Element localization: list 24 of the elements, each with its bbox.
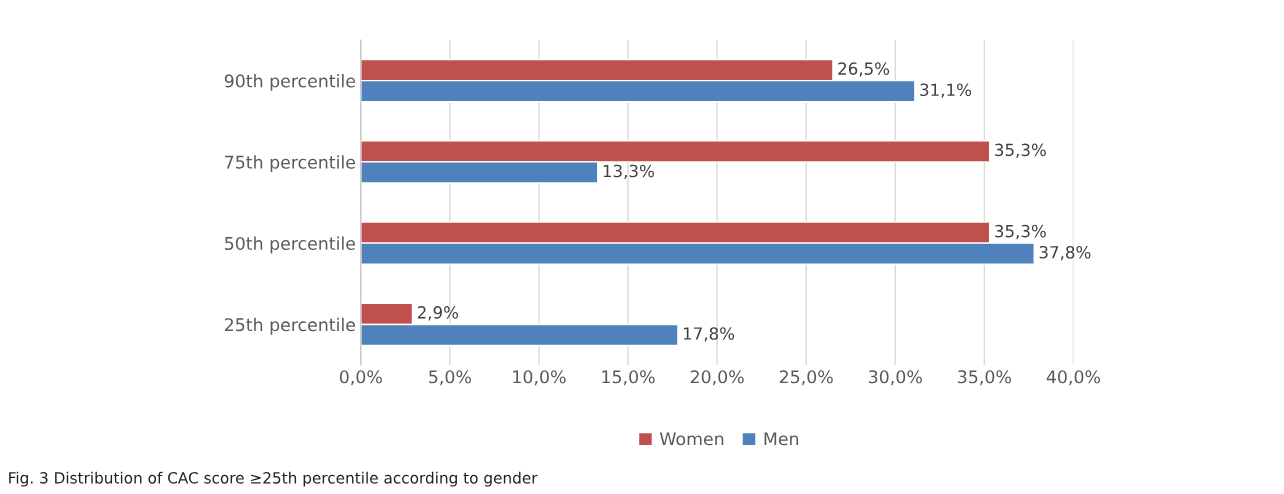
legend-label: Men <box>764 432 799 446</box>
data-label: 2,9% <box>417 306 459 321</box>
x-tick-label: 15,0% <box>602 370 655 386</box>
data-label: 17,8% <box>683 327 735 342</box>
y-tick-label: 50th percentile <box>225 236 356 254</box>
x-tick-label: 35,0% <box>958 370 1011 386</box>
y-tick-label: 25th percentile <box>224 317 356 335</box>
y-tick-label: 75th percentile <box>225 155 356 173</box>
x-tick-label: 5,0% <box>429 370 471 386</box>
data-label: 26,5% <box>838 62 890 77</box>
x-tick-label: 40,0% <box>1046 370 1101 386</box>
data-label: 31,1% <box>920 83 972 98</box>
y-tick-label: 90th percentile <box>224 74 356 91</box>
x-tick-label: 0,0% <box>339 370 382 386</box>
data-label: 13,3% <box>603 164 654 180</box>
data-label: 35,3% <box>995 224 1046 240</box>
data-label: 37,8% <box>1039 245 1091 261</box>
x-tick-label: 25,0% <box>779 370 833 386</box>
data-label: 35,3% <box>995 143 1046 158</box>
x-tick-label: 10,0% <box>513 370 566 386</box>
caption: Fig. 3 Distribution of CAC score ≥25th percentile according to gender <box>9 471 538 487</box>
x-tick-label: 30,0% <box>869 370 922 386</box>
legend-label: Women <box>659 432 724 446</box>
x-tick-label: 20,0% <box>690 370 744 386</box>
